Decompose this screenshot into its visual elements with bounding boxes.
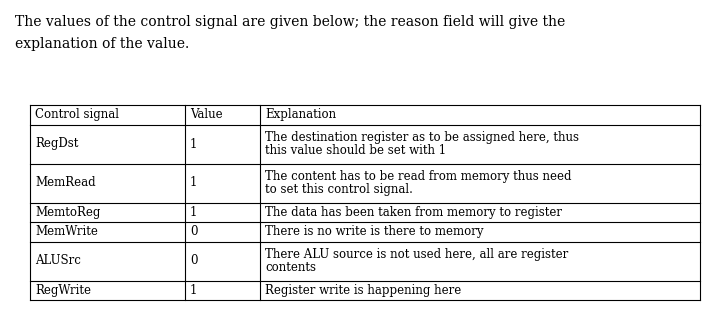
- Text: 1: 1: [190, 138, 197, 150]
- Text: 1: 1: [190, 177, 197, 189]
- Text: The destination register as to be assigned here, thus: The destination register as to be assign…: [265, 131, 579, 144]
- Text: RegWrite: RegWrite: [35, 284, 91, 297]
- Text: There ALU source is not used here, all are register: There ALU source is not used here, all a…: [265, 248, 569, 260]
- Text: The content has to be read from memory thus need: The content has to be read from memory t…: [265, 170, 571, 182]
- Text: MemtoReg: MemtoReg: [35, 206, 100, 219]
- Text: RegDst: RegDst: [35, 138, 79, 150]
- Text: contents: contents: [265, 261, 316, 275]
- Text: MemWrite: MemWrite: [35, 225, 98, 238]
- Text: The data has been taken from memory to register: The data has been taken from memory to r…: [265, 206, 562, 219]
- Text: Control signal: Control signal: [35, 108, 119, 121]
- Text: MemRead: MemRead: [35, 177, 96, 189]
- Text: Register write is happening here: Register write is happening here: [265, 284, 461, 297]
- Text: to set this control signal.: to set this control signal.: [265, 183, 413, 196]
- Text: 0: 0: [190, 254, 198, 268]
- Text: explanation of the value.: explanation of the value.: [15, 37, 189, 51]
- Text: 1: 1: [190, 284, 197, 297]
- Text: Explanation: Explanation: [265, 108, 336, 121]
- Text: this value should be set with 1: this value should be set with 1: [265, 144, 446, 157]
- Text: ALUSrc: ALUSrc: [35, 254, 81, 268]
- Text: The values of the control signal are given below; the reason field will give the: The values of the control signal are giv…: [15, 15, 566, 29]
- Text: 1: 1: [190, 206, 197, 219]
- Text: There is no write is there to memory: There is no write is there to memory: [265, 225, 483, 238]
- Text: 0: 0: [190, 225, 198, 238]
- Text: Value: Value: [190, 108, 222, 121]
